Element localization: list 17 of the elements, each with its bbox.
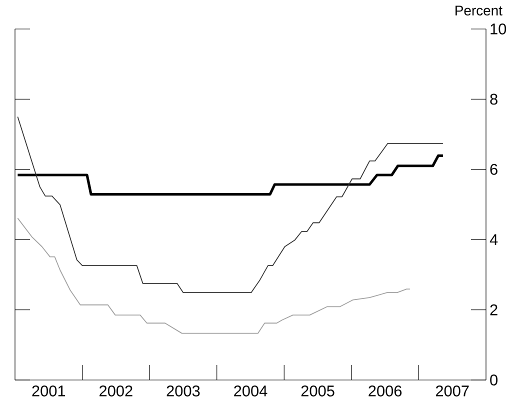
x-tick-label: 2007 [436, 386, 469, 396]
y-tick-label: 0 [490, 374, 498, 386]
y-tick-label: 2 [490, 304, 498, 316]
x-tick-label: 2004 [234, 386, 268, 396]
y-tick-label: 10 [490, 24, 506, 34]
line-series [17, 218, 410, 334]
y-tick-label: 4 [490, 234, 498, 245]
x-tick-label: 2002 [100, 386, 132, 396]
y-axis-title: Percent [456, 6, 502, 16]
y-tick-label: 8 [490, 94, 498, 105]
x-tick-label: 2001 [32, 386, 66, 396]
x-tick-label: 2003 [166, 386, 200, 396]
y-tick-label: 6 [490, 164, 498, 175]
line-series [17, 116, 444, 294]
x-tick-label: 2006 [368, 386, 402, 396]
line-series [16, 154, 444, 196]
x-tick-label: 2005 [301, 386, 334, 396]
